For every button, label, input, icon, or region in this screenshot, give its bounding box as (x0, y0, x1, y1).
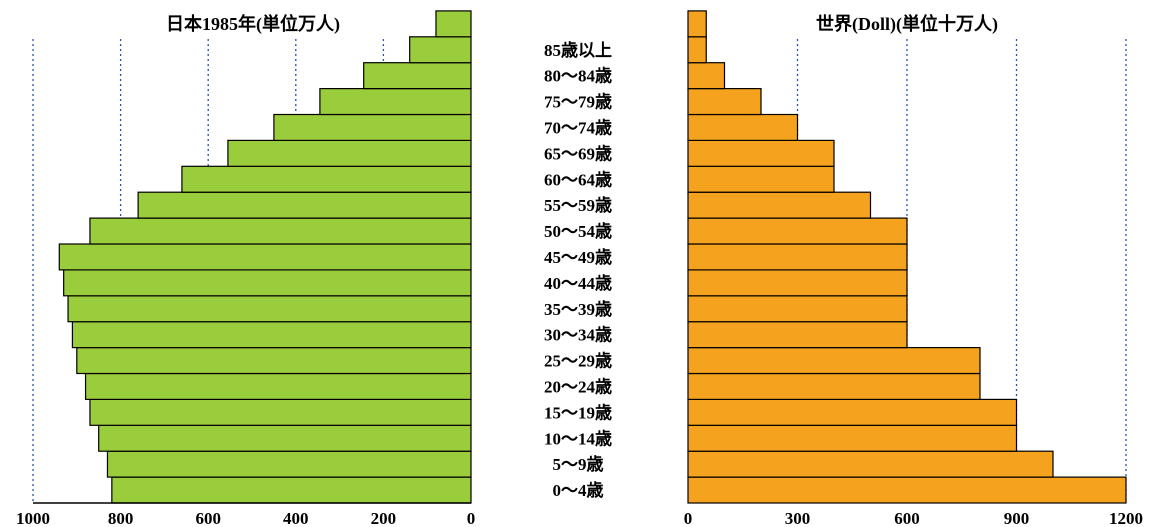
age-group-label: 50～54歳 (544, 221, 612, 241)
world-bar (687, 372, 981, 400)
world-bar (687, 269, 908, 297)
world-bar (687, 295, 908, 323)
world-bar (687, 347, 981, 375)
world-chart-title: 世界(Doll)(単位十万人) (816, 13, 998, 35)
age-group-label: 70～74歳 (544, 117, 612, 137)
japan-bar (409, 36, 472, 64)
world-bar (687, 217, 908, 245)
japan-tick-label: 1000 (16, 509, 50, 527)
world-bar (687, 113, 799, 141)
age-group-labels: 0～4歳 5～9歳 10～14歳 15～19歳 20～24歳 25～29歳 30～34歳 35… (544, 40, 612, 500)
age-group-label: 60～64歳 (544, 169, 612, 189)
japan-bar (435, 10, 472, 38)
age-group-label: 80～84歳 (544, 66, 612, 86)
japan-bar (106, 450, 472, 478)
world-bar (687, 87, 762, 116)
japan-tick-label: 800 (108, 509, 134, 527)
age-group-label: 15～19歳 (544, 402, 612, 422)
age-group-label: 0～4歳 (553, 480, 604, 500)
japan-bar (319, 87, 472, 116)
japan-bar (363, 62, 472, 90)
world-bar (687, 10, 707, 38)
age-group-label: 20～24歳 (544, 376, 612, 396)
japan-bar (111, 476, 472, 504)
age-group-label: 35～39歳 (544, 299, 612, 319)
age-group-label: 55～59歳 (544, 195, 612, 215)
japan-bar (84, 372, 472, 400)
japan-bar (89, 217, 472, 245)
world-bar (687, 424, 1018, 452)
world-tick-label: 600 (894, 509, 920, 527)
world-bar (687, 62, 726, 90)
japan-bar (98, 424, 472, 452)
japan-bar (58, 243, 472, 271)
japan-bar (76, 347, 472, 375)
world-bar (687, 191, 872, 219)
japan-tick-label: 0 (467, 509, 476, 527)
world-bar (687, 139, 835, 167)
world-tick-label: 0 (684, 509, 693, 527)
age-group-label: 5～9歳 (553, 454, 604, 474)
japan-tick-label: 400 (283, 509, 309, 527)
age-group-label: 25～29歳 (544, 351, 612, 371)
world-bar (687, 450, 1054, 478)
japan-population-chart: 日本1985年(単位万人) 1000 800 600 400 200 0 (16, 10, 476, 527)
japan-bar (89, 398, 472, 426)
age-group-label: 10～14歳 (544, 428, 612, 448)
japan-bar (71, 321, 472, 349)
world-tick-label: 1200 (1109, 509, 1143, 527)
age-group-label: 65～69歳 (544, 143, 612, 163)
world-tick-label: 300 (785, 509, 811, 527)
age-group-label: 45～49歳 (544, 247, 612, 267)
age-group-label: 75～79歳 (544, 92, 612, 112)
age-group-label: 85歳以上 (544, 40, 612, 60)
world-bar (687, 398, 1018, 426)
japan-tick-label: 200 (371, 509, 397, 527)
world-bar (687, 165, 835, 193)
world-bar (687, 476, 1127, 504)
japan-bar (63, 269, 472, 297)
japan-tick-label: 600 (195, 509, 221, 527)
age-group-label: 30～34歳 (544, 325, 612, 345)
japan-bar (181, 165, 472, 193)
world-bar (687, 36, 707, 64)
world-tick-label: 900 (1004, 509, 1030, 527)
japan-bar (137, 191, 472, 219)
world-bar (687, 243, 908, 271)
japan-bar (273, 113, 472, 141)
age-group-label: 40～44歳 (544, 273, 612, 293)
world-doll-population-chart: 世界(Doll)(単位十万人) 0 300 600 900 1200 (684, 10, 1143, 527)
japan-bar (227, 139, 472, 167)
japan-bar (67, 295, 472, 323)
japan-chart-title: 日本1985年(単位万人) (166, 13, 340, 35)
world-bar (687, 321, 908, 349)
